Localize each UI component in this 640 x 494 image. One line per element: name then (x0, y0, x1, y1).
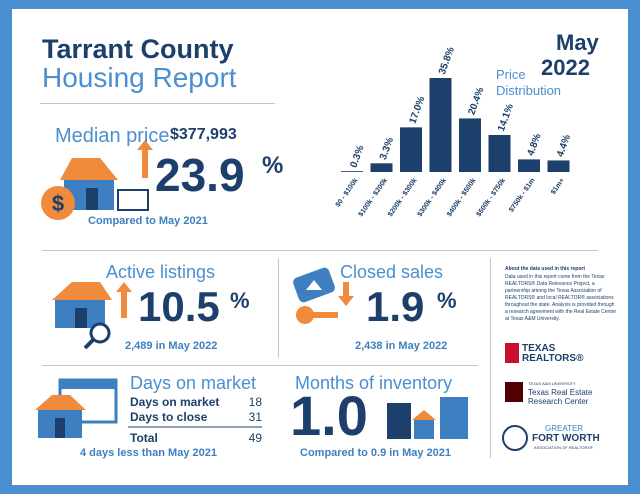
down-arrow (338, 282, 354, 306)
bar (400, 127, 422, 172)
gfw-mark (502, 425, 528, 451)
divider (42, 365, 478, 366)
active-title: Active listings (106, 262, 216, 282)
logo-text: Research Center (528, 397, 589, 406)
bar (518, 159, 540, 172)
bar (341, 171, 363, 172)
logo-text: FORT WORTH (532, 433, 600, 444)
divider (40, 103, 275, 104)
logo-text: ASSOCIATION OF REALTORS® (534, 445, 593, 450)
subtitle: Housing Report (42, 62, 237, 93)
chart-title: Price Distribution (496, 67, 562, 98)
title: Tarrant County (42, 34, 234, 64)
value-label: 3.3% (378, 136, 396, 161)
median-price: $377,993 (170, 126, 237, 143)
about-body: Data used in this report come from the T… (505, 274, 617, 322)
category-label: $0 - $100k (335, 177, 360, 209)
days-title: Days on market (130, 373, 257, 393)
logo-text: TEXAS (522, 343, 556, 354)
value-label: 20.4% (466, 86, 486, 117)
logo-text: GREATER (545, 424, 584, 433)
closed-title: Closed sales (340, 262, 444, 282)
value-label: 35.8% (437, 46, 457, 77)
months-title: Months of inventory (295, 373, 453, 393)
closed-note: 2,438 in May 2022 (355, 340, 448, 352)
days-row-label: Days to close (130, 410, 208, 424)
value-label: 17.0% (407, 95, 427, 126)
bar (488, 134, 511, 172)
days-row-value: 31 (248, 410, 262, 424)
days-total-label: Total (130, 431, 158, 445)
up-arrow (137, 140, 153, 178)
median-note: Compared to May 2021 (88, 215, 208, 227)
category-label: $750k - $1m (508, 177, 537, 214)
year: 2022 (541, 55, 590, 80)
category-label: $100k - $200k (358, 177, 390, 218)
house-icon: $ (41, 158, 149, 220)
logo-text: REALTORS® (522, 353, 584, 364)
category-label: $1m+ (550, 177, 566, 196)
category-label: $300k - $400k (417, 177, 449, 218)
closed-unit: % (437, 288, 457, 313)
divider (42, 250, 598, 251)
bar (459, 118, 481, 172)
key-icon (293, 267, 338, 324)
days-row-value: 18 (248, 395, 262, 409)
active-unit: % (230, 288, 250, 313)
logo-text: TEXAS A&M UNIVERSITY (528, 381, 576, 386)
divider (490, 258, 491, 458)
category-label: $500k - $750k (476, 177, 508, 218)
days-total-value: 49 (248, 431, 262, 445)
divider (278, 258, 279, 358)
bar (429, 78, 452, 172)
category-label: $200k - $300k (387, 177, 419, 218)
months-value: 1.0 (290, 384, 368, 447)
month: May (556, 30, 599, 55)
up-arrow (116, 282, 132, 318)
value-label: 4.4% (555, 133, 573, 158)
texas-realtors-mark (505, 343, 519, 363)
days-note: 4 days less than May 2021 (80, 447, 217, 459)
median-change: 23.9 (155, 149, 245, 201)
bar (547, 160, 570, 172)
active-note: 2,489 in May 2022 (125, 340, 218, 352)
calendar-icon (35, 378, 118, 438)
svg-text:$: $ (52, 191, 64, 216)
buildings-icon (387, 397, 468, 439)
logo-text: Texas Real Estate (528, 388, 593, 397)
bar (370, 163, 393, 172)
active-change: 10.5 (138, 283, 220, 330)
value-label: 0.3% (348, 144, 366, 169)
median-unit: % (262, 152, 284, 179)
days-row-label: Days on market (130, 395, 220, 409)
tamu-mark (505, 382, 523, 402)
closed-change: 1.9 (366, 283, 425, 330)
category-label: $400k - $500k (446, 177, 478, 218)
listing-icon (52, 282, 112, 350)
months-note: Compared to 0.9 in May 2021 (300, 447, 451, 459)
about-title: About the data used in this report (505, 266, 586, 272)
value-label: 14.1% (496, 102, 516, 133)
median-label: Median price (55, 125, 170, 147)
value-label: 4.8% (525, 132, 543, 157)
